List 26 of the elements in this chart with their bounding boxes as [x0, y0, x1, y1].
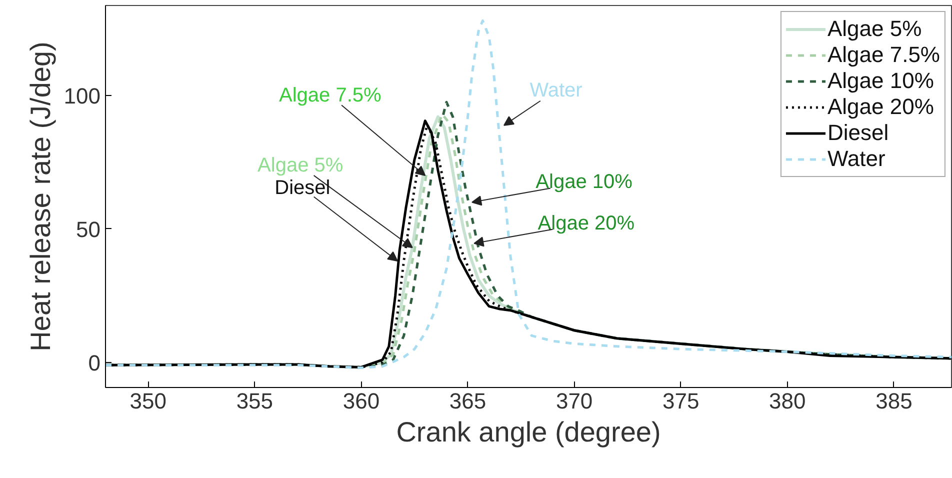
line-series: [106, 19, 952, 369]
y-tick-label: 100: [64, 83, 101, 108]
x-tick-label: 380: [769, 388, 806, 414]
x-tick-label: 370: [556, 388, 593, 414]
annotation: Water: [530, 79, 583, 102]
x-tick-label: 355: [236, 388, 274, 414]
x-tick-label: 385: [876, 388, 912, 414]
x-tick-label: 375: [662, 388, 700, 414]
annotation: Algae 7.5%: [279, 84, 382, 107]
annotation: Diesel: [274, 176, 330, 199]
annotation: Algae 10%: [536, 171, 633, 194]
x-tick-label: 365: [449, 388, 486, 414]
y-tick-label: 50: [76, 216, 101, 242]
y-axis-title: Heat release rate (J/deg): [24, 42, 56, 352]
x-axis-title: Crank angle (degree): [396, 416, 661, 448]
legend-label: Algae 20%: [827, 94, 934, 120]
legend-label: Algae 10%: [827, 68, 934, 94]
x-tick-label: 360: [342, 388, 380, 414]
annotation: Algae 5%: [258, 154, 344, 177]
legend-label: Water: [827, 146, 886, 172]
y-tick-label: 0: [88, 350, 101, 376]
legend-label: Algae 5%: [827, 16, 922, 42]
x-tick-label: 350: [130, 388, 166, 414]
legend-label: Algae 7.5%: [827, 42, 940, 68]
legend-label: Diesel: [827, 120, 889, 146]
annotation: Algae 20%: [538, 212, 635, 234]
